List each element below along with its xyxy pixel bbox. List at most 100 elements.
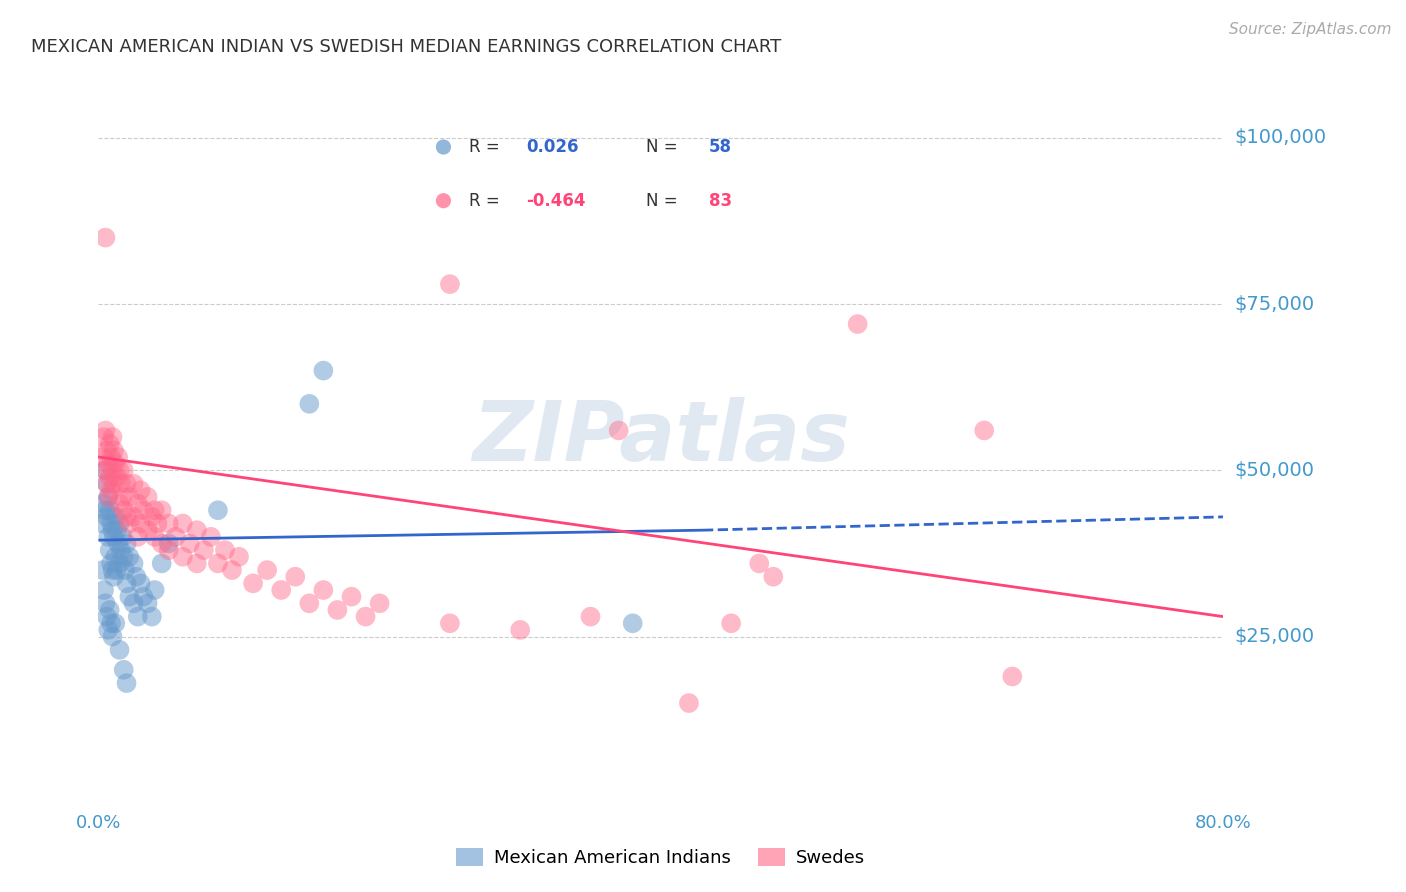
Point (141, 609, 163, 624)
Point (108, 463, 131, 477)
Text: 83: 83 (709, 192, 733, 210)
Point (103, 570, 125, 584)
Point (973, 424, 995, 438)
Point (129, 483, 152, 498)
Point (112, 663, 135, 677)
Point (112, 549, 135, 564)
Point (96, 509, 118, 524)
Point (340, 590, 363, 604)
Point (93, 497, 115, 511)
Point (312, 363, 335, 377)
Point (104, 509, 127, 524)
Point (108, 497, 131, 511)
Point (118, 590, 141, 604)
Point (298, 596, 321, 610)
Point (214, 543, 236, 558)
Text: $50,000: $50,000 (1234, 461, 1315, 480)
Point (101, 430, 124, 444)
Point (118, 549, 141, 564)
Point (207, 557, 229, 571)
Legend: Mexican American Indians, Swedes: Mexican American Indians, Swedes (449, 840, 873, 874)
Text: 58: 58 (709, 138, 733, 156)
Point (98, 436, 121, 450)
Point (107, 450, 129, 464)
Point (678, 696, 700, 710)
Point (368, 596, 391, 610)
Point (112, 503, 135, 517)
Point (94, 463, 117, 477)
Point (98, 543, 121, 558)
Point (100, 483, 122, 498)
Text: $100,000: $100,000 (1234, 128, 1326, 147)
Point (110, 543, 132, 558)
Point (579, 609, 602, 624)
Point (94, 463, 117, 477)
Point (621, 616, 644, 631)
Point (157, 536, 180, 550)
Point (127, 530, 149, 544)
Point (97, 623, 120, 637)
Point (150, 557, 173, 571)
Text: Source: ZipAtlas.com: Source: ZipAtlas.com (1229, 22, 1392, 37)
Point (122, 596, 145, 610)
Point (186, 523, 208, 537)
Point (94, 230, 117, 244)
Point (91, 563, 114, 577)
Point (172, 549, 194, 564)
Point (122, 509, 145, 524)
Point (100, 450, 122, 464)
Point (432, 140, 454, 154)
Point (207, 503, 229, 517)
Text: MEXICAN AMERICAN INDIAN VS SWEDISH MEDIAN EARNINGS CORRELATION CHART: MEXICAN AMERICAN INDIAN VS SWEDISH MEDIA… (31, 38, 782, 56)
Point (94, 503, 117, 517)
Point (143, 582, 166, 597)
Point (111, 490, 134, 504)
Point (98, 603, 121, 617)
Point (172, 516, 194, 531)
Text: N =: N = (647, 192, 683, 210)
Point (104, 616, 127, 631)
Text: $25,000: $25,000 (1234, 627, 1315, 646)
Point (108, 557, 131, 571)
Text: N =: N = (647, 138, 683, 156)
Point (143, 503, 166, 517)
Point (242, 576, 264, 591)
Point (157, 516, 180, 531)
Point (91, 450, 114, 464)
Point (186, 557, 208, 571)
Point (150, 503, 173, 517)
Point (256, 563, 278, 577)
Point (136, 490, 159, 504)
Point (1001, 669, 1024, 683)
Point (97, 530, 120, 544)
Point (129, 576, 152, 591)
Point (284, 570, 307, 584)
Point (97, 457, 120, 471)
Point (136, 596, 159, 610)
Point (193, 543, 215, 558)
Point (846, 317, 869, 331)
Point (270, 582, 292, 597)
Point (127, 497, 149, 511)
Point (103, 530, 125, 544)
Point (112, 463, 135, 477)
Point (221, 563, 243, 577)
Point (101, 523, 124, 537)
Point (104, 457, 127, 471)
Point (115, 476, 138, 491)
Point (94, 424, 117, 438)
Point (101, 563, 124, 577)
Point (143, 530, 166, 544)
Point (129, 516, 152, 531)
Point (98, 470, 121, 484)
Point (141, 509, 163, 524)
Point (94, 596, 117, 610)
Point (122, 557, 145, 571)
Point (105, 523, 128, 537)
Text: -0.464: -0.464 (526, 192, 586, 210)
Point (118, 516, 141, 531)
Point (298, 397, 321, 411)
Point (103, 476, 125, 491)
Point (720, 616, 742, 631)
Point (439, 616, 461, 631)
